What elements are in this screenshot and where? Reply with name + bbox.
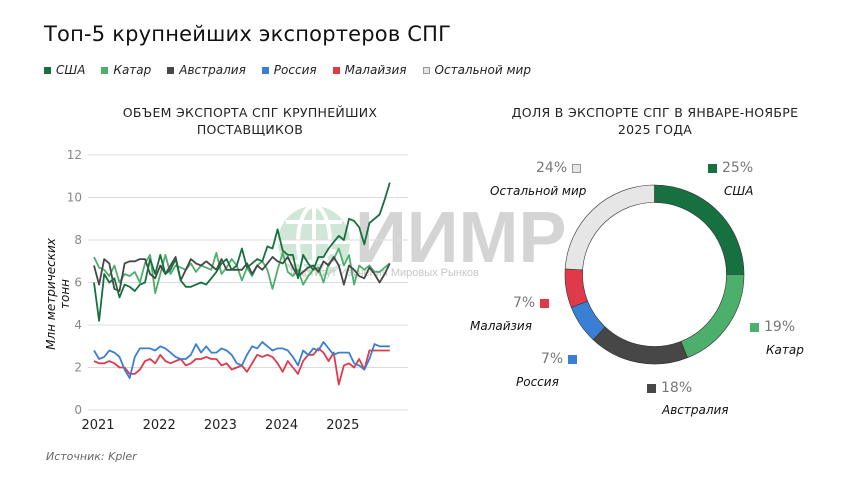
legend-swatch-icon [167,66,175,74]
donut-label-rest-of-world: Остальной мир [490,184,587,198]
legend-item-australia: Австралия [167,63,246,77]
x-tick-label: 2021 [81,418,114,433]
legend-label: Россия [273,63,317,77]
swatch-icon [572,163,582,173]
pct-value: 24% [536,160,568,176]
pct-value: 25% [722,160,754,176]
donut-segment-1 [680,274,745,359]
series-line-3 [93,341,390,380]
page-title: Топ-5 крупнейших экспортеров СПГ [44,22,452,46]
donut-label-malaysia: Малайзия [470,319,532,333]
legend-label: Остальной мир [434,63,531,77]
donut-pct-australia: 18% [647,380,692,396]
series-line-1 [93,247,391,295]
legend-swatch-icon [101,66,109,74]
donut-segment-2 [592,326,688,365]
donut-label-usa: США [724,184,754,198]
series-line-2 [93,256,391,292]
swatch-icon [750,322,759,332]
swatch-icon [708,163,717,173]
pct-value: 7% [513,295,536,311]
y-tick-label: 4 [74,318,82,332]
donut-pct-russia: 7% [541,351,578,367]
pct-value: 18% [661,380,693,396]
swatch-icon [647,383,656,393]
donut-pct-qatar: 19% [750,319,795,335]
legend-item-malaysia: Малайзия [332,63,407,77]
donut-segment-5 [564,184,655,271]
donut-label-russia: Россия [516,375,559,389]
y-tick-label: 10 [67,191,82,205]
donut-pct-rest-of-world: 24% [536,160,582,176]
donut-pct-usa: 25% [708,160,753,176]
legend-item-usa: США [44,63,85,77]
legend-swatch-icon [261,66,269,74]
swatch-icon [540,298,550,308]
line-chart-title: Объем экспорта СПГ крупнейших поставщико… [122,105,378,137]
donut-label-qatar: Катар [766,343,804,357]
x-tick-label: 2023 [204,418,237,433]
y-tick-label: 2 [74,361,82,375]
series-line-0 [93,182,391,322]
x-tick-label: 2025 [326,418,359,433]
legend-swatch-icon [44,66,51,74]
legend-label: Австралия [179,63,246,77]
pct-value: 19% [764,319,796,335]
y-tick-label: 6 [74,276,82,290]
x-tick-label: 2022 [143,418,176,433]
donut-segment-0 [654,184,745,275]
legend: США Катар Австралия Россия Малайзия Оста… [44,63,531,77]
source-note: Источник: Kpler [46,450,137,463]
y-tick-label: 0 [74,403,82,417]
legend-item-russia: Россия [261,63,317,77]
legend-swatch-icon [422,66,430,74]
legend-item-rest-of-world: Остальной мир [422,63,531,77]
donut-label-australia: Австралия [662,403,729,417]
pct-value: 7% [541,351,564,367]
donut-chart-title: Доля в экспорте СПГ в январе-ноябре 2025… [511,105,799,137]
x-tick-label: 2024 [265,418,298,433]
donut-segment-4 [564,268,588,308]
y-tick-label: 12 [67,148,82,162]
donut-pct-malaysia: 7% [513,295,550,311]
legend-label: Малайзия [344,63,407,77]
legend-swatch-icon [332,66,340,74]
swatch-icon [568,354,578,364]
legend-label: Катар [113,63,152,77]
legend-item-qatar: Катар [101,63,151,77]
y-tick-label: 8 [74,233,82,247]
legend-label: США [56,63,86,77]
